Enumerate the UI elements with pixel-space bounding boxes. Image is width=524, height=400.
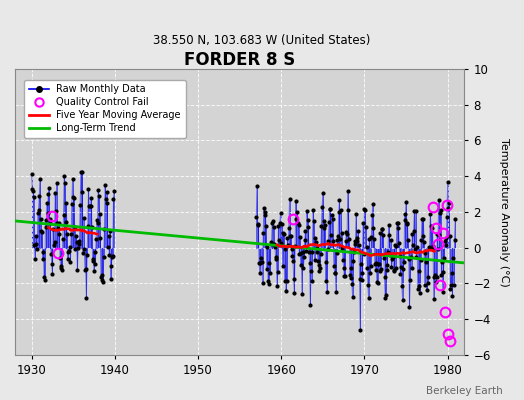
Text: Berkeley Earth: Berkeley Earth bbox=[427, 386, 503, 396]
Title: FORDER 8 S: FORDER 8 S bbox=[184, 51, 295, 69]
Y-axis label: Temperature Anomaly (°C): Temperature Anomaly (°C) bbox=[499, 138, 509, 286]
Text: 38.550 N, 103.683 W (United States): 38.550 N, 103.683 W (United States) bbox=[154, 34, 370, 47]
Legend: Raw Monthly Data, Quality Control Fail, Five Year Moving Average, Long-Term Tren: Raw Monthly Data, Quality Control Fail, … bbox=[24, 80, 186, 138]
